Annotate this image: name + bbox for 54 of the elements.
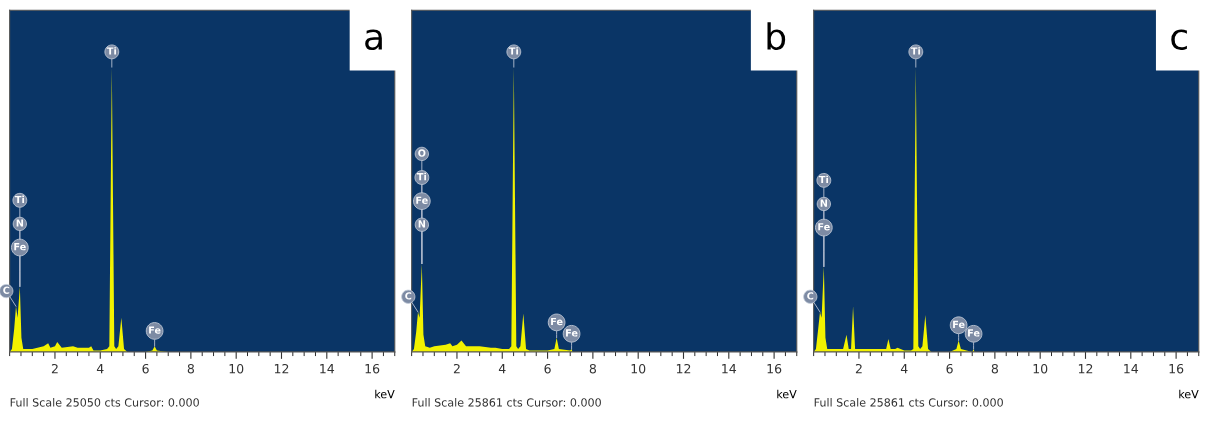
x-tick-label: 10 <box>631 363 646 374</box>
annotation: Ti <box>106 47 116 55</box>
x-tick-label: 16 <box>365 363 380 374</box>
annotation: Fe <box>953 320 965 329</box>
annotation: Fe <box>149 326 161 334</box>
x-tick-label: 4 <box>498 364 506 374</box>
annotation: N <box>820 199 828 207</box>
x-tick-label: 4 <box>900 364 908 374</box>
x-tick-label: 6 <box>544 363 551 374</box>
annotation: N <box>16 219 24 227</box>
x-tick-label: 2 <box>453 363 460 374</box>
x-tick-label: 2 <box>51 363 58 374</box>
x-tick-label: 12 <box>274 363 289 374</box>
annotation: Ti <box>818 175 829 184</box>
annotation: Fe <box>551 317 563 326</box>
x-tick-label: 12 <box>1078 363 1093 374</box>
annotation: Fe <box>416 196 428 204</box>
annotation: Ti <box>416 172 427 181</box>
x-tick-label: 16 <box>1169 363 1184 374</box>
annotation: Fe <box>14 243 26 251</box>
annotation: Fe <box>566 329 578 337</box>
x-tick-label: 14 <box>1124 364 1139 374</box>
chart-title: c <box>1171 29 1187 51</box>
x-tick-label: 14 <box>722 364 737 374</box>
x-tick-label: 10 <box>1033 363 1048 374</box>
annotation: O <box>418 149 426 157</box>
x-axis-title: keV <box>375 389 395 399</box>
x-tick-label: 4 <box>96 364 104 374</box>
text: Full Scale 25861 cts Cursor: 0.000 <box>412 398 601 407</box>
x-tick-label: 2 <box>855 363 862 374</box>
annotation: Ti <box>14 195 25 203</box>
annotation: Fe <box>818 223 830 231</box>
text: Full Scale 25050 cts Cursor: 0.000 <box>10 398 199 407</box>
chart-title: b <box>767 22 786 51</box>
annotation: C <box>807 292 814 300</box>
x-tick-label: 8 <box>187 363 194 374</box>
annotation: N <box>418 220 426 228</box>
x-tick-label: 6 <box>946 363 953 374</box>
annotation: C <box>3 286 10 294</box>
x-tick-label: 16 <box>767 363 782 374</box>
x-tick-label: 8 <box>991 363 998 374</box>
annotation: Ti <box>910 47 920 55</box>
text: Full Scale 25861 cts Cursor: 0.000 <box>814 398 1003 407</box>
x-tick-label: 6 <box>142 363 149 374</box>
chart-title: a <box>365 29 382 51</box>
annotation: Ti <box>508 47 518 55</box>
x-tick-label: 10 <box>229 363 244 374</box>
x-tick-label: 14 <box>320 364 335 374</box>
x-axis-title: keV <box>1179 389 1199 399</box>
x-tick-label: 8 <box>589 363 596 374</box>
x-axis-title: keV <box>777 389 797 399</box>
x-tick-label: 12 <box>676 363 691 374</box>
annotation: Fe <box>968 329 980 337</box>
annotation: C <box>405 292 412 300</box>
